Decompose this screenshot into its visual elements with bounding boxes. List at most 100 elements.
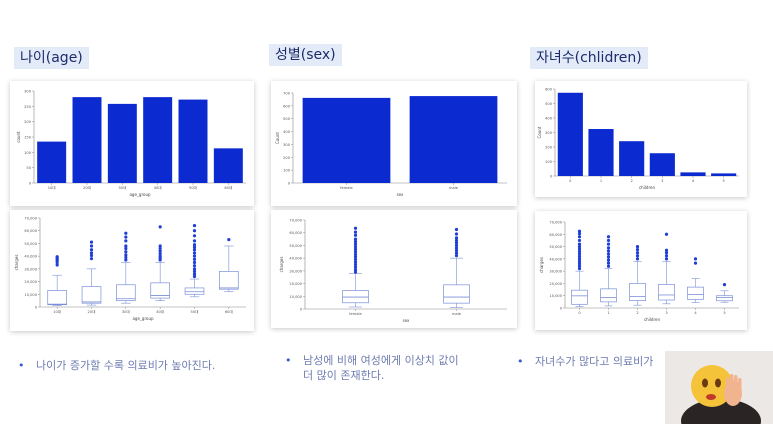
x-tick-label: 1	[600, 179, 602, 183]
outlier-point	[192, 267, 197, 271]
y-axis-title: charges	[279, 257, 284, 273]
y-tick-label: 10,000	[24, 293, 37, 297]
outlier-point	[577, 235, 582, 239]
y-tick-label: 100	[545, 160, 553, 164]
outlier-point	[353, 245, 358, 249]
bar	[302, 97, 391, 183]
outlier-point	[454, 254, 459, 258]
y-tick-label: 50	[26, 166, 31, 170]
y-tick-label: 200	[24, 120, 32, 124]
bar	[178, 99, 208, 183]
bar	[649, 153, 675, 176]
bar	[107, 103, 137, 183]
outlier-point	[124, 258, 128, 262]
bar	[37, 141, 67, 183]
outlier-point	[693, 261, 698, 265]
box	[184, 287, 205, 295]
outlier-point	[454, 248, 459, 253]
bullet-icon: •	[285, 354, 292, 367]
outlier-point	[353, 233, 358, 237]
outlier-point	[664, 232, 669, 236]
y-tick-label: 500	[545, 102, 553, 106]
y-tick-label: 60,000	[289, 231, 302, 235]
outlier-point	[353, 255, 358, 259]
bar	[143, 97, 173, 183]
x-tick-label: 20대	[88, 309, 96, 314]
outlier-point	[454, 243, 459, 248]
outlier-point	[664, 257, 669, 261]
outlier-point	[353, 237, 358, 241]
outlier-point	[192, 272, 197, 276]
outlier-point	[664, 251, 669, 255]
x-tick-label: 0	[569, 179, 572, 183]
outlier-point	[158, 244, 162, 248]
x-tick-label: 4	[692, 179, 695, 183]
y-tick-label: 400	[283, 130, 291, 134]
y-tick-label: 100	[24, 151, 32, 155]
age-box-plot: 0 10,000 20,000 30,000 40,000 50,000 60,000 70,…	[14, 217, 246, 321]
outlier-point	[577, 242, 582, 246]
box	[219, 271, 239, 290]
x-tick-label: 0	[578, 311, 581, 315]
x-tick-label: 50대	[191, 309, 199, 314]
outlier-point	[577, 257, 582, 261]
y-tick-label: 600	[283, 104, 291, 108]
outlier-point	[454, 236, 459, 240]
outlier-point	[454, 251, 459, 255]
y-axis-title: Count	[537, 126, 542, 138]
outlier-point	[722, 283, 727, 287]
y-axis-title: count	[16, 131, 21, 143]
sex-box-plot: 0 10,000 20,000 30,000 40,000 50,000 60,000 70,…	[279, 219, 507, 323]
x-tick-label: 10대	[53, 309, 61, 314]
x-tick-label: female	[340, 186, 353, 190]
outlier-point	[192, 229, 197, 233]
outlier-point	[192, 260, 197, 265]
sex-bar-chart: 0 100 200 300 400 500 600 700 sex Count female male	[275, 92, 507, 197]
outlier-point	[606, 249, 611, 253]
x-tick-label: 3	[665, 311, 667, 315]
outlier-point	[353, 242, 358, 246]
y-tick-label: 70,000	[24, 217, 37, 221]
outlier-point	[353, 240, 358, 244]
y-tick-label: 70,000	[549, 221, 562, 225]
y-tick-label: 0	[300, 308, 303, 312]
outlier-point	[454, 227, 459, 232]
bar	[711, 173, 737, 176]
outlier-point	[192, 245, 197, 249]
box	[571, 289, 588, 305]
bar	[680, 172, 706, 176]
y-tick-label: 20,000	[289, 282, 302, 286]
outlier-point	[353, 260, 358, 264]
outlier-point	[192, 254, 197, 258]
age-bar-chart-card: 0 50 100 150 200 250 300 age_group count 10대 20대 30…	[10, 81, 254, 206]
y-tick-label: 0	[550, 175, 553, 179]
outlier-point	[192, 224, 197, 228]
x-tick-label: 2	[631, 179, 633, 183]
note-age-text: 나이가 증가할 수록 의료비가 높아진다.	[36, 359, 216, 372]
x-tick-label: female	[349, 312, 362, 316]
age-box-plot-card: 0 10,000 20,000 30,000 40,000 50,000 60,000 70,…	[10, 210, 254, 331]
section-title-sex: 성별(sex)	[269, 44, 342, 66]
outlier-point	[454, 238, 459, 242]
outlier-point	[89, 257, 94, 261]
outlier-point	[158, 252, 162, 256]
y-tick-label: 50,000	[549, 245, 562, 249]
box	[150, 282, 170, 299]
box	[47, 290, 67, 306]
outlier-point	[89, 244, 94, 248]
y-tick-label: 0	[29, 182, 32, 186]
outlier-point	[577, 247, 582, 251]
sex-bar-chart-card: 0 100 200 300 400 500 600 700 sex Count female male	[271, 81, 517, 206]
bullet-icon: •	[517, 355, 524, 368]
bar	[619, 141, 645, 176]
outlier-point	[577, 232, 582, 236]
bar	[409, 96, 498, 183]
box	[600, 288, 617, 303]
outlier-point	[664, 254, 669, 258]
outlier-point	[353, 250, 358, 254]
outlier-point	[192, 269, 197, 273]
x-tick-label: 1	[607, 311, 609, 315]
outlier-point	[192, 257, 197, 261]
y-tick-label: 30,000	[549, 270, 562, 274]
note-sex: • 남성에 비해 여성에게 이상치 값이 더 많이 존재한다.	[285, 353, 505, 387]
